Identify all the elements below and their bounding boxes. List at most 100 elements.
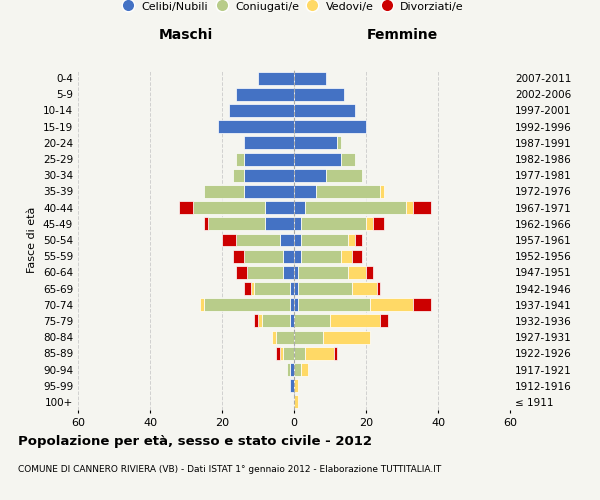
Bar	[247, 266, 283, 279]
Bar	[276, 347, 280, 360]
Bar	[377, 282, 380, 295]
Bar	[236, 152, 244, 166]
Bar	[200, 298, 204, 311]
Bar	[229, 104, 294, 117]
Bar	[204, 185, 244, 198]
Bar	[294, 363, 301, 376]
Bar	[287, 363, 290, 376]
Bar	[294, 72, 326, 85]
Bar	[355, 234, 362, 246]
Bar	[290, 379, 294, 392]
Bar	[330, 314, 380, 328]
Bar	[380, 185, 384, 198]
Bar	[406, 201, 413, 214]
Bar	[294, 136, 337, 149]
Bar	[294, 104, 355, 117]
Bar	[294, 266, 298, 279]
Bar	[233, 169, 244, 181]
Bar	[341, 152, 355, 166]
Bar	[280, 347, 283, 360]
Bar	[262, 314, 290, 328]
Bar	[294, 396, 298, 408]
Bar	[334, 347, 337, 360]
Bar	[254, 282, 290, 295]
Bar	[290, 314, 294, 328]
Bar	[301, 234, 348, 246]
Legend: Celibi/Nubili, Coniugati/e, Vedovi/e, Divorziati/e: Celibi/Nubili, Coniugati/e, Vedovi/e, Di…	[124, 1, 464, 11]
Bar	[413, 298, 431, 311]
Bar	[272, 330, 276, 344]
Bar	[283, 347, 294, 360]
Text: Popolazione per età, sesso e stato civile - 2012: Popolazione per età, sesso e stato civil…	[18, 435, 372, 448]
Bar	[294, 347, 305, 360]
Bar	[298, 298, 370, 311]
Bar	[179, 201, 193, 214]
Bar	[233, 250, 244, 262]
Bar	[283, 250, 294, 262]
Bar	[294, 120, 366, 133]
Bar	[348, 266, 366, 279]
Bar	[283, 266, 294, 279]
Bar	[352, 250, 362, 262]
Bar	[276, 330, 294, 344]
Bar	[294, 234, 301, 246]
Y-axis label: Fasce di età: Fasce di età	[28, 207, 37, 273]
Bar	[294, 169, 326, 181]
Bar	[348, 234, 355, 246]
Bar	[294, 298, 298, 311]
Bar	[326, 169, 362, 181]
Bar	[380, 314, 388, 328]
Bar	[294, 330, 323, 344]
Bar	[244, 250, 283, 262]
Bar	[341, 250, 352, 262]
Bar	[244, 136, 294, 149]
Bar	[301, 250, 341, 262]
Bar	[204, 218, 208, 230]
Text: Maschi: Maschi	[159, 28, 213, 42]
Bar	[294, 314, 330, 328]
Bar	[294, 88, 344, 101]
Bar	[352, 282, 377, 295]
Bar	[294, 379, 298, 392]
Bar	[254, 314, 258, 328]
Bar	[370, 298, 413, 311]
Bar	[301, 218, 366, 230]
Bar	[244, 152, 294, 166]
Bar	[294, 185, 316, 198]
Bar	[305, 201, 406, 214]
Bar	[294, 282, 298, 295]
Bar	[373, 218, 384, 230]
Bar	[265, 218, 294, 230]
Bar	[323, 330, 370, 344]
Bar	[294, 250, 301, 262]
Bar	[294, 152, 341, 166]
Bar	[218, 120, 294, 133]
Bar	[251, 282, 254, 295]
Bar	[208, 218, 265, 230]
Bar	[316, 185, 380, 198]
Bar	[294, 218, 301, 230]
Bar	[204, 298, 290, 311]
Bar	[366, 266, 373, 279]
Bar	[222, 234, 236, 246]
Bar	[413, 201, 431, 214]
Bar	[290, 282, 294, 295]
Bar	[294, 201, 305, 214]
Bar	[258, 72, 294, 85]
Bar	[265, 201, 294, 214]
Bar	[290, 363, 294, 376]
Bar	[193, 201, 265, 214]
Bar	[366, 218, 373, 230]
Bar	[236, 88, 294, 101]
Bar	[290, 298, 294, 311]
Bar	[258, 314, 262, 328]
Bar	[301, 363, 308, 376]
Bar	[305, 347, 334, 360]
Text: COMUNE DI CANNERO RIVIERA (VB) - Dati ISTAT 1° gennaio 2012 - Elaborazione TUTTI: COMUNE DI CANNERO RIVIERA (VB) - Dati IS…	[18, 465, 441, 474]
Bar	[244, 282, 251, 295]
Bar	[337, 136, 341, 149]
Bar	[244, 169, 294, 181]
Text: Femmine: Femmine	[367, 28, 437, 42]
Bar	[244, 185, 294, 198]
Bar	[298, 266, 348, 279]
